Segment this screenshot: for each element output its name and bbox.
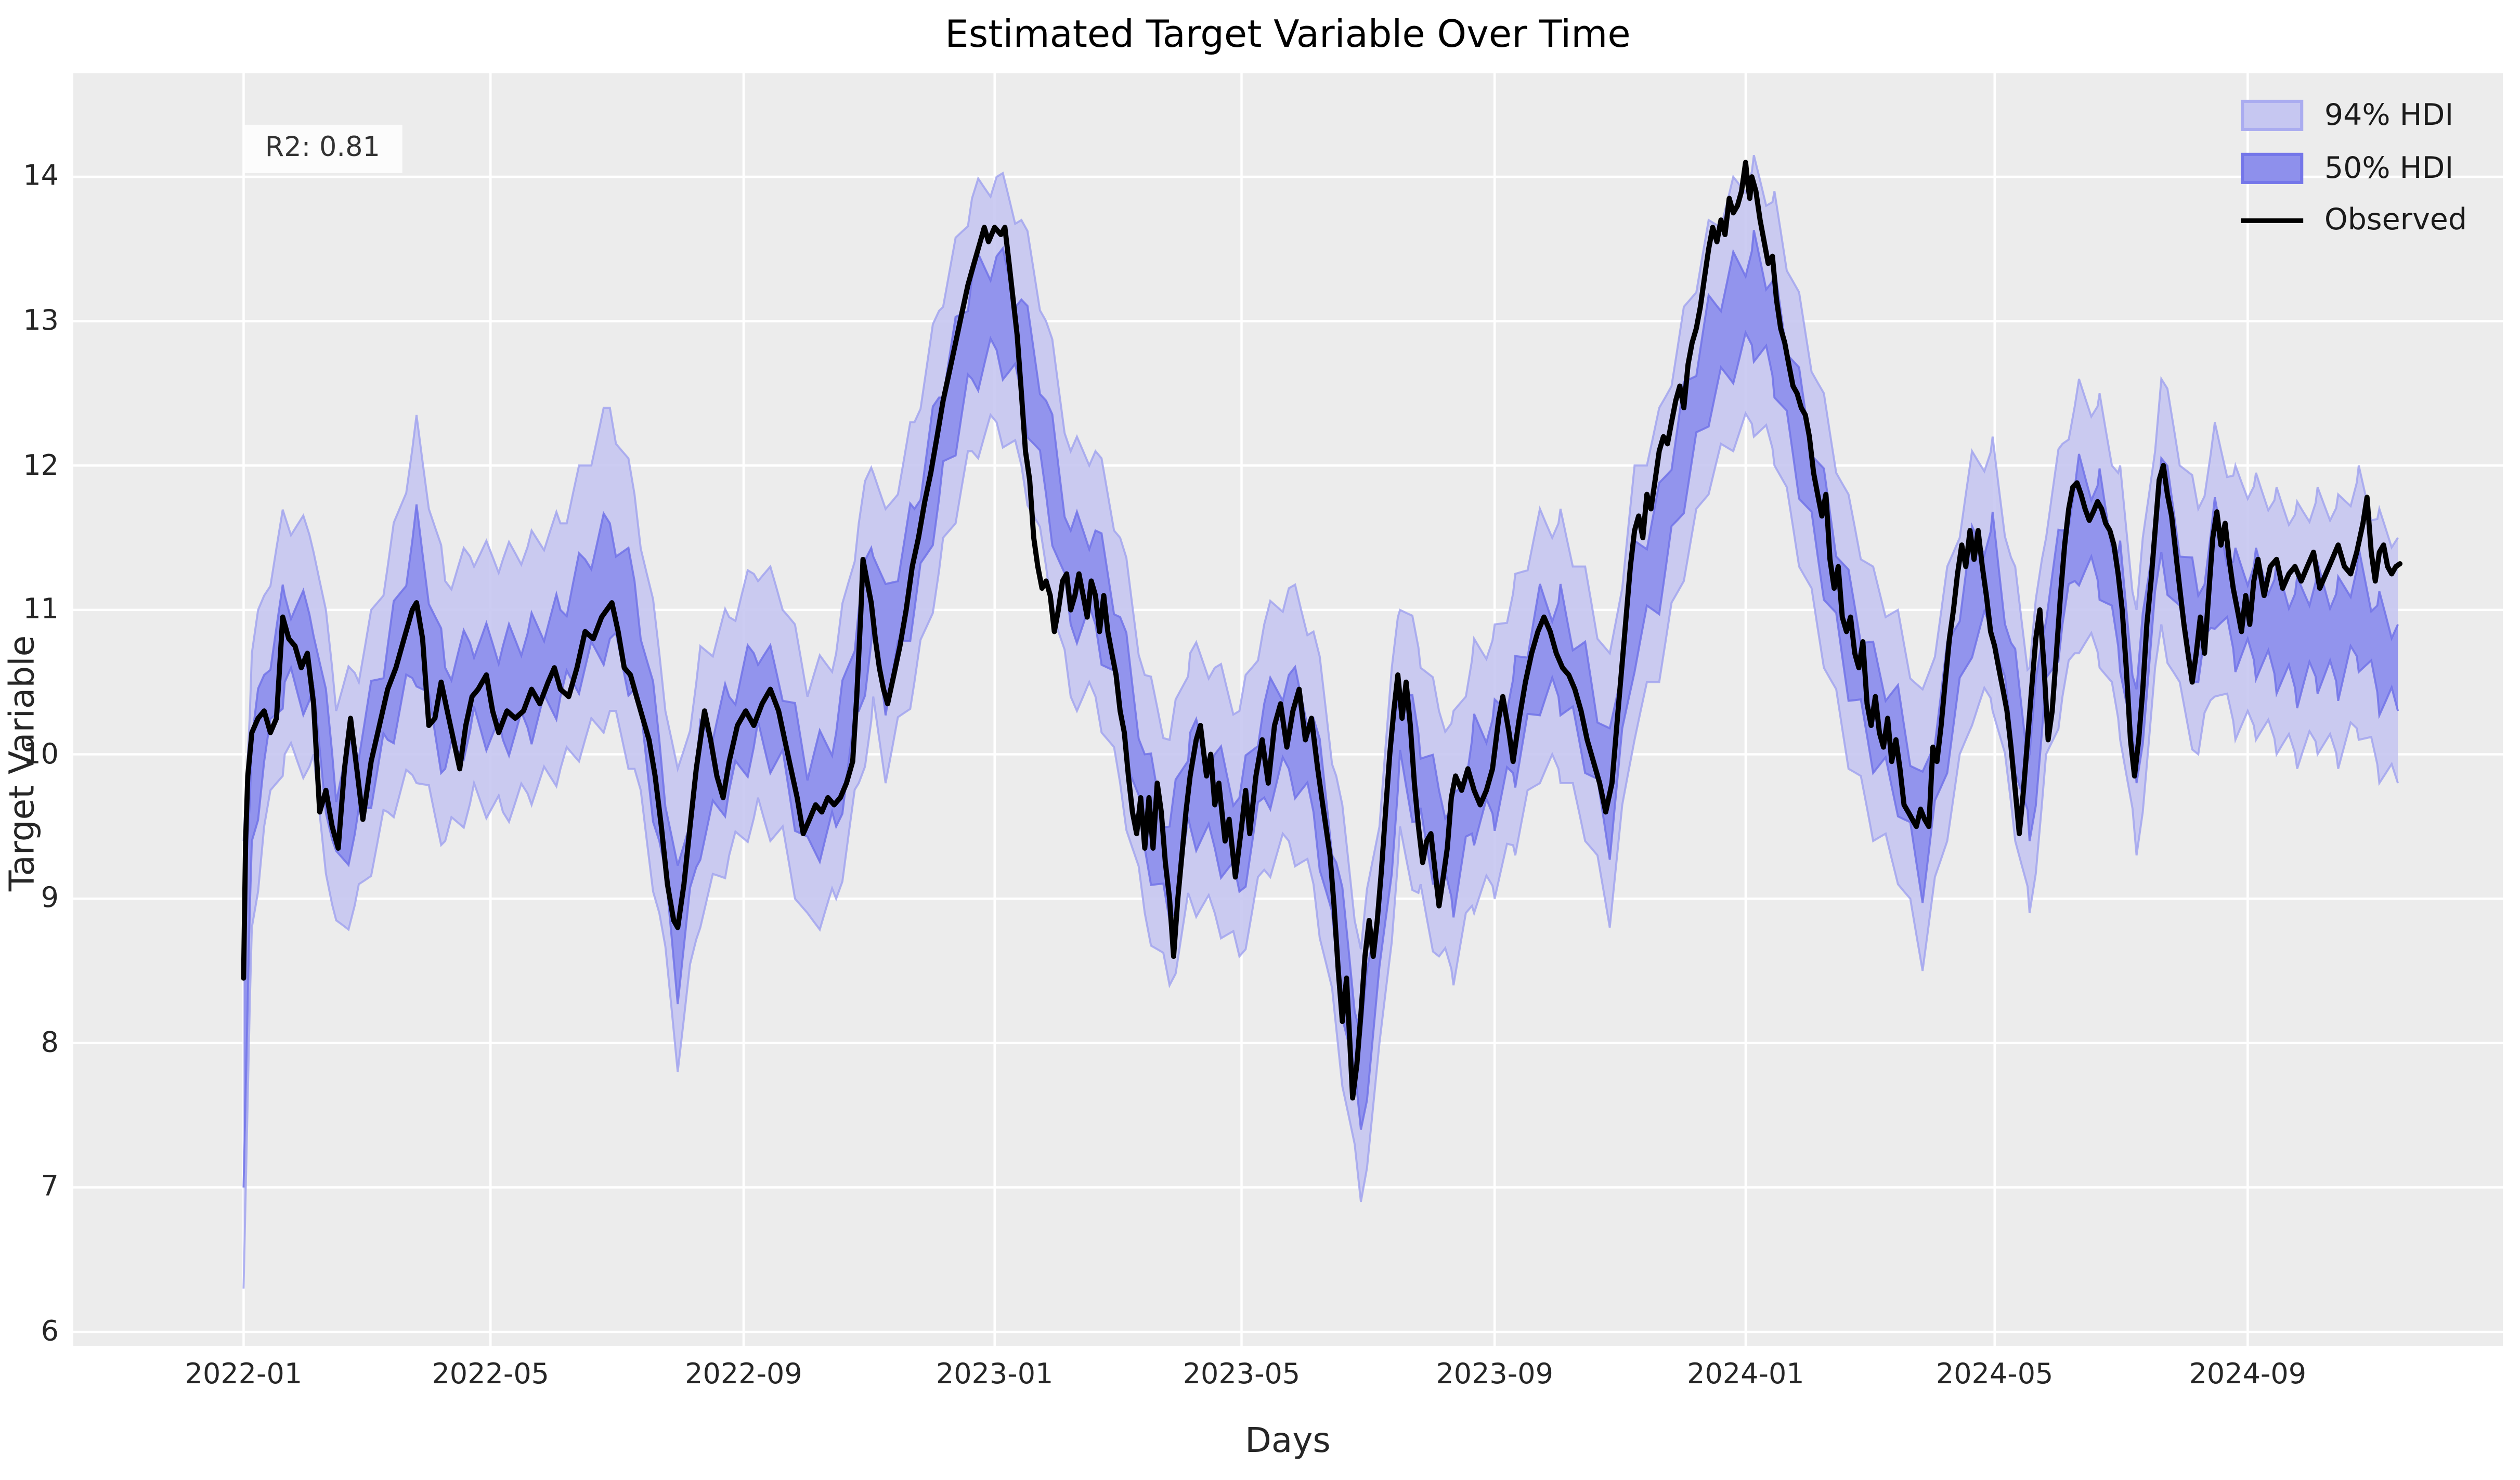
hdi94-band-lower-edge — [242, 411, 2399, 1289]
legend-label: Observed — [2324, 202, 2467, 237]
legend-label: 94% HDI — [2324, 97, 2454, 132]
x-tick-label: 2024-05 — [1936, 1358, 2054, 1392]
legend-item-94-hdi: 94% HDI — [2240, 97, 2467, 132]
y-tick-label: 6 — [41, 1315, 59, 1348]
y-tick-label: 8 — [41, 1027, 59, 1060]
y-tick-label: 9 — [41, 882, 59, 915]
hdi94-band — [243, 155, 2398, 1289]
observed-line-swatch-icon — [2240, 218, 2303, 223]
legend-label: 50% HDI — [2324, 150, 2454, 185]
x-tick-label: 2024-09 — [2189, 1358, 2307, 1392]
r2-annotation: R2: 0.81 — [243, 124, 402, 173]
x-tick-label: 2024-01 — [1687, 1358, 1804, 1392]
hdi94-swatch-icon — [2240, 99, 2303, 131]
y-tick-label: 11 — [23, 593, 59, 627]
x-tick-label: 2022-05 — [432, 1358, 550, 1392]
legend: 94% HDI 50% HDI Observed — [2228, 94, 2479, 242]
y-tick-label: 7 — [41, 1171, 59, 1204]
x-tick-label: 2023-01 — [936, 1358, 1054, 1392]
x-tick-label: 2023-05 — [1183, 1358, 1301, 1392]
legend-item-observed: Observed — [2240, 202, 2467, 237]
y-tick-label: 14 — [23, 160, 59, 193]
hdi50-swatch-icon — [2240, 152, 2303, 184]
chart-title: Estimated Target Variable Over Time — [945, 12, 1631, 56]
y-tick-label: 10 — [23, 737, 59, 771]
hdi50-band-upper-edge — [242, 230, 2399, 1036]
x-tick-label: 2022-01 — [185, 1358, 303, 1392]
y-tick-label: 12 — [23, 449, 59, 482]
hdi94-band-upper-edge — [242, 154, 2399, 950]
x-tick-label: 2022-09 — [685, 1358, 802, 1392]
x-axis-label: Days — [1245, 1422, 1331, 1461]
observed-line — [241, 160, 2403, 1101]
y-tick-label: 13 — [23, 305, 59, 338]
legend-item-50-hdi: 50% HDI — [2240, 153, 2467, 184]
x-tick-label: 2023-09 — [1436, 1358, 1553, 1392]
